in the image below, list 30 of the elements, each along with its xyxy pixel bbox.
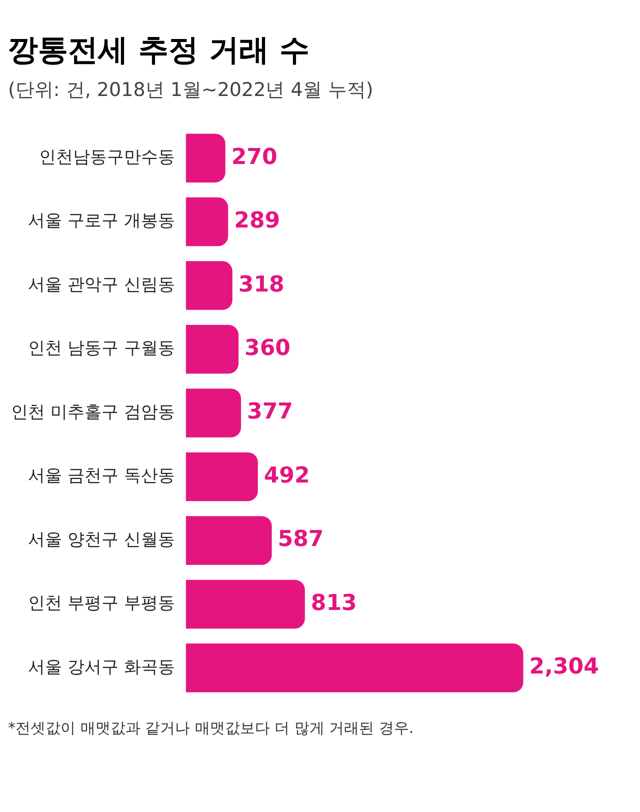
y-tick-label: 서울 구로구 개봉동 <box>28 211 175 232</box>
chart-subtitle: (단위: 건, 2018년 1월~2022년 4월 누적) <box>8 78 374 103</box>
y-tick-label: 서울 관악구 신림동 <box>28 274 175 295</box>
bar <box>186 516 272 565</box>
y-tick-label: 인천 부평구 부평동 <box>28 594 175 614</box>
bar <box>186 324 239 374</box>
y-tick-label: 인천 남동구 구월동 <box>28 338 175 359</box>
bar <box>186 388 242 438</box>
y-tick-label: 인천 미추홀구 검암동 <box>10 402 175 422</box>
bar <box>186 197 228 246</box>
data-label: 813 <box>310 590 357 616</box>
data-label: 2,304 <box>529 654 599 680</box>
data-label: 492 <box>264 463 310 488</box>
y-tick-label: 서울 강서구 화곡동 <box>28 657 175 678</box>
bar <box>186 261 232 310</box>
y-tick-label: 서울 금천구 독산동 <box>28 466 175 486</box>
y-tick-label: 서울 양천구 신월동 <box>28 530 175 550</box>
chart-title: 깡통전세 추정 거래 수 <box>8 32 310 70</box>
data-label: 289 <box>234 208 280 234</box>
bar <box>186 580 305 629</box>
text: *전셋값이 매맷값과 같거나 매맷값보다 더 많게 거래된 경우. <box>8 719 415 738</box>
bar <box>186 644 524 692</box>
data-label: 318 <box>238 272 284 298</box>
data-label: 587 <box>278 527 324 552</box>
data-label: 270 <box>231 144 278 170</box>
bar <box>186 134 226 182</box>
y-tick-label: 인천남동구만수동 <box>38 147 175 168</box>
data-label: 360 <box>244 336 290 361</box>
data-label: 377 <box>247 400 293 425</box>
bar <box>186 452 258 502</box>
